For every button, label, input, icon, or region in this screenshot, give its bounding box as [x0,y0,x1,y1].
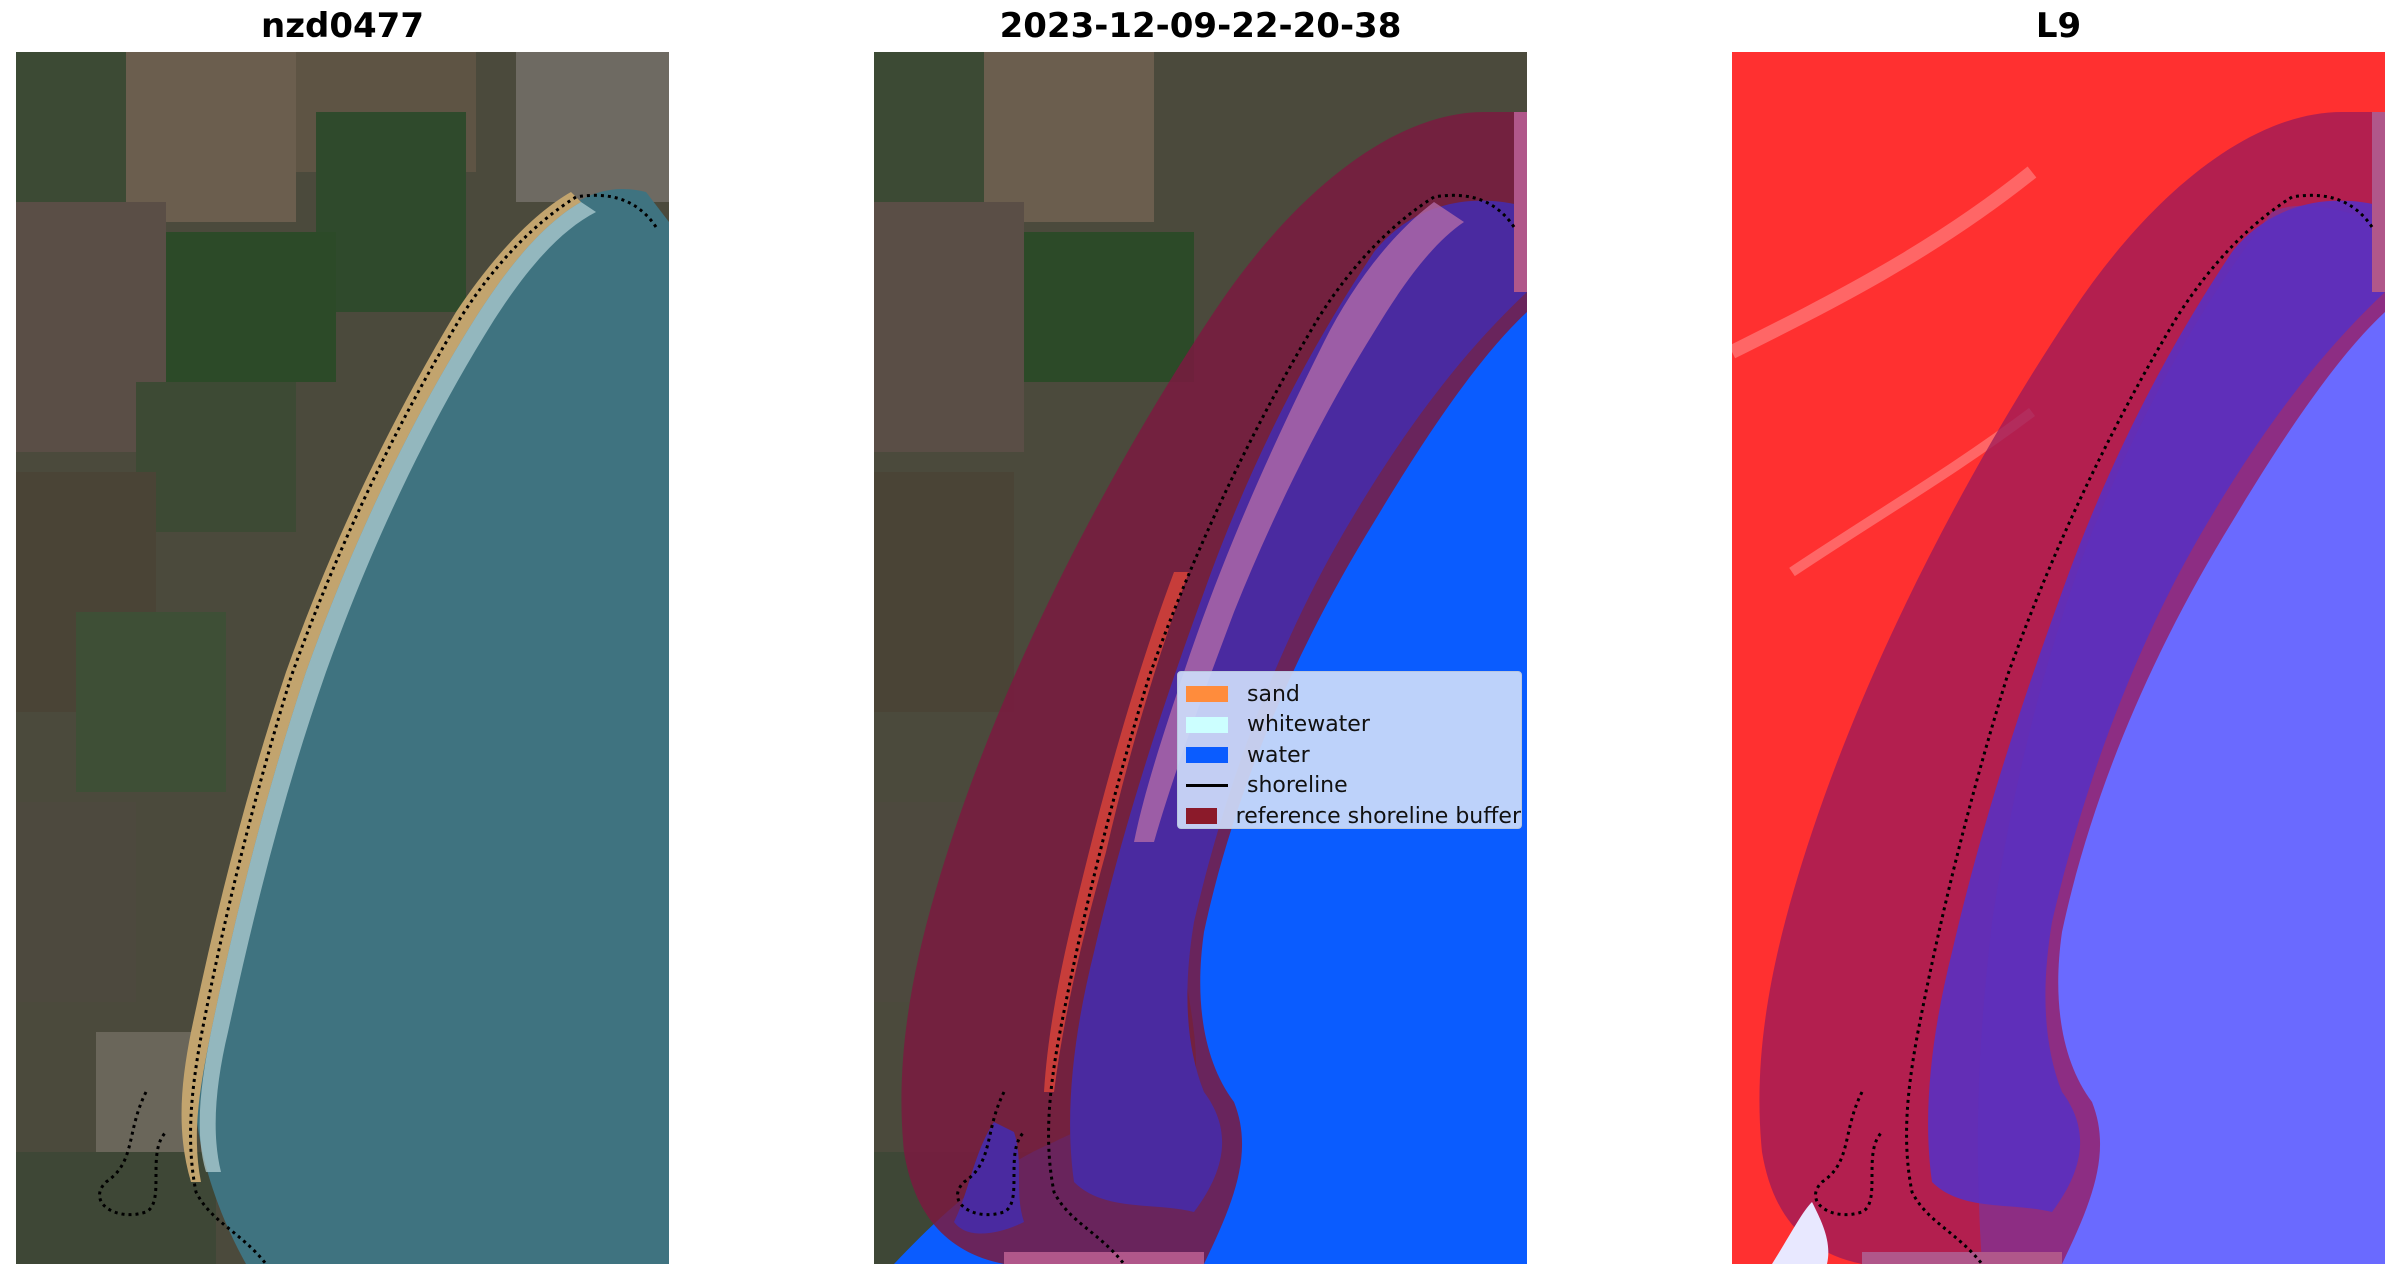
legend: sand whitewater water shoreline referenc… [1177,671,1522,829]
legend-item-shoreline: shoreline [1186,771,1521,802]
panel-title-classified: 2023-12-09-22-20-38 [999,6,1402,46]
panel-title-index: L9 [2035,6,2082,46]
shoreline-line [1905,193,2374,1264]
water-swatch [1186,747,1228,764]
legend-item-buffer: reference shoreline buffer [1186,801,1521,832]
legend-item-water: water [1186,740,1521,771]
legend-label: water [1247,742,1310,768]
panel-title-rgb: nzd0477 [261,6,424,46]
legend-label: reference shoreline buffer [1235,803,1521,829]
whitewater-swatch [1186,716,1228,733]
legend-item-sand: sand [1186,679,1521,710]
classified-image [874,52,1527,1264]
shoreline-line [189,193,658,1264]
rgb-satellite-image [16,52,669,1264]
legend-label: sand [1247,681,1300,707]
shoreline-line [1047,193,1516,1264]
legend-label: whitewater [1247,712,1370,738]
legend-item-whitewater: whitewater [1186,710,1521,741]
shoreline-line-swatch [1186,784,1228,788]
legend-label: shoreline [1247,773,1348,799]
sand-swatch [1186,686,1228,703]
index-image [1732,52,2385,1264]
buffer-swatch [1186,808,1217,825]
